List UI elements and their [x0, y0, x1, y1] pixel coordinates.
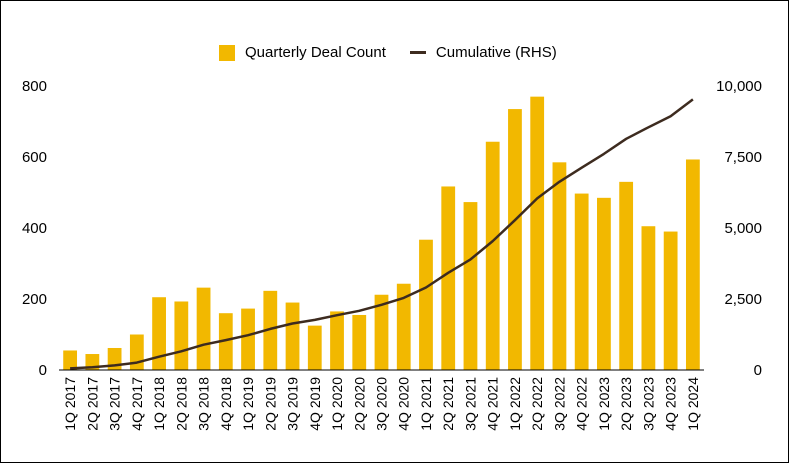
right-axis-tick-label: 7,500 — [724, 149, 762, 166]
x-axis-tick-label: 3Q 2021 — [462, 377, 478, 431]
x-axis-tick-label: 2Q 2019 — [262, 377, 278, 431]
x-axis-tick-label: 1Q 2021 — [418, 377, 434, 431]
x-axis-tick-label: 1Q 2019 — [240, 377, 256, 431]
bar — [574, 193, 589, 370]
bar — [641, 226, 656, 370]
bar — [619, 181, 634, 370]
x-axis-tick-label: 1Q 2024 — [685, 377, 701, 431]
bar — [508, 109, 522, 370]
bar — [285, 302, 300, 370]
bar — [263, 290, 278, 370]
x-axis-tick-label: 3Q 2023 — [640, 377, 656, 431]
x-axis-tick-label: 1Q 2018 — [151, 377, 167, 431]
x-axis-tick-label: 4Q 2021 — [485, 377, 501, 431]
bar — [530, 96, 545, 371]
x-axis-tick-label: 2Q 2017 — [84, 377, 100, 431]
x-axis-tick-label: 4Q 2018 — [218, 377, 234, 431]
x-axis-tick-label: 2Q 2020 — [351, 377, 367, 431]
bar — [129, 334, 144, 370]
bar — [352, 314, 367, 370]
x-axis-tick-label: 3Q 2020 — [374, 377, 390, 431]
bar — [552, 162, 567, 370]
bar — [241, 308, 255, 370]
bar — [218, 313, 233, 370]
right-axis-tick-label: 2,500 — [724, 291, 762, 308]
bar — [330, 311, 344, 370]
bar — [441, 186, 456, 370]
left-axis-tick-label: 0 — [39, 362, 47, 379]
left-axis-tick-label: 600 — [22, 149, 47, 166]
bar — [485, 141, 500, 370]
x-axis-tick-label: 1Q 2017 — [62, 377, 78, 431]
bar — [663, 231, 678, 370]
x-axis-tick-label: 3Q 2022 — [551, 377, 567, 431]
legend-label-cumulative: Cumulative (RHS) — [435, 44, 557, 61]
bar — [463, 202, 478, 370]
legend-swatch-deal-count — [219, 44, 235, 61]
bar — [597, 197, 611, 370]
left-axis-tick-label: 800 — [22, 78, 47, 95]
x-axis-tick-label: 2Q 2023 — [618, 377, 634, 431]
legend: Quarterly Deal Count Cumulative (RHS) — [219, 44, 581, 61]
x-axis-tick-label: 3Q 2019 — [285, 377, 301, 431]
legend-item-cumulative: Cumulative (RHS) — [409, 44, 557, 61]
left-axis-tick-label: 400 — [22, 220, 47, 237]
x-axis-tick-label: 3Q 2018 — [196, 377, 212, 431]
bar — [419, 239, 433, 370]
x-axis-tick-label: 2Q 2018 — [173, 377, 189, 431]
x-axis-tick-label: 4Q 2023 — [663, 377, 679, 431]
bar — [174, 301, 189, 370]
bar — [307, 325, 322, 370]
x-axis-tick-label: 4Q 2017 — [129, 377, 145, 431]
right-axis-tick-label: 0 — [754, 362, 762, 379]
x-axis-tick-label: 3Q 2017 — [107, 377, 123, 431]
bar — [685, 159, 700, 370]
x-axis-tick-label: 4Q 2022 — [574, 377, 590, 431]
x-axis-tick-label: 1Q 2022 — [507, 377, 523, 431]
x-axis-tick-label: 2Q 2022 — [529, 377, 545, 431]
x-axis-tick-label: 4Q 2020 — [396, 377, 412, 431]
x-axis-tick-label: 4Q 2019 — [307, 377, 323, 431]
x-axis-tick-label: 2Q 2021 — [440, 377, 456, 431]
left-axis-tick-label: 200 — [22, 291, 47, 308]
legend-item-deal-count: Quarterly Deal Count — [219, 44, 386, 61]
bar — [152, 297, 166, 370]
bar — [374, 294, 389, 370]
right-axis-tick-label: 5,000 — [724, 220, 762, 237]
legend-swatch-cumulative — [409, 51, 426, 54]
bar — [196, 287, 211, 370]
x-axis-tick-label: 1Q 2023 — [596, 377, 612, 431]
cumulative-line — [70, 98, 694, 370]
x-axis-tick-label: 1Q 2020 — [329, 377, 345, 431]
right-axis-tick-label: 10,000 — [716, 78, 762, 95]
bar — [63, 350, 78, 370]
bar — [396, 283, 411, 370]
legend-label-deal-count: Quarterly Deal Count — [245, 44, 386, 61]
